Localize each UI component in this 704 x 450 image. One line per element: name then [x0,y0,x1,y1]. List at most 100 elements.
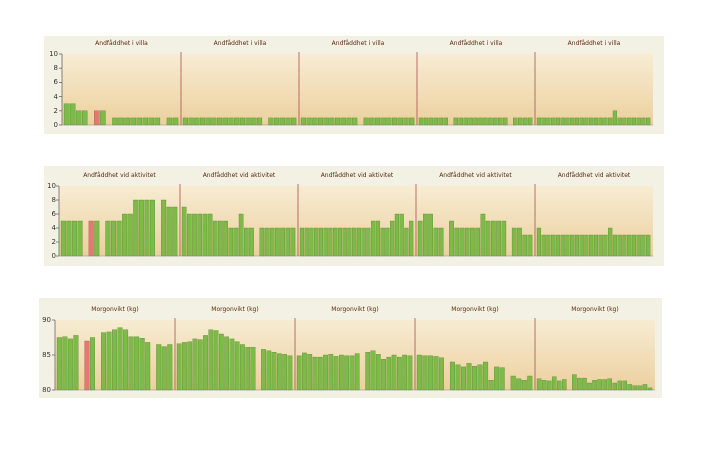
panel-title: Morgonvikt (kg) [331,306,379,313]
bar [627,384,633,391]
bar [416,354,422,391]
bar [438,357,444,391]
bar [287,355,293,391]
bar [488,380,494,391]
bar [642,384,648,391]
bar [375,354,381,391]
bar [582,377,587,391]
panel-title: Andfåddhet vid aktivitet [439,172,512,179]
bar [397,356,402,391]
y-tick-label: 90 [42,316,51,324]
plot-area [62,54,181,125]
bar [391,354,397,391]
plot-area [181,54,299,125]
bar [577,377,582,391]
y-tick-label: 8 [51,196,56,204]
y-tick-label: 0 [51,252,56,260]
y-tick-label: 4 [51,224,56,232]
bar [277,353,282,391]
bar [101,332,106,391]
bar [622,380,628,391]
bar [449,361,455,391]
bar [145,342,151,391]
bar [536,378,542,391]
bar [307,354,313,391]
bar [381,359,386,391]
bar [637,385,643,391]
bar [333,356,339,391]
y-tick-label: 0 [53,121,58,129]
bar [339,354,344,391]
bar [56,337,62,391]
bar [499,367,505,391]
bar [541,380,547,391]
bar [234,341,240,391]
bar [197,339,203,391]
bar [597,379,602,391]
bar-highlighted [84,340,90,391]
bar [156,344,162,391]
y-tick-label: 6 [51,210,56,218]
y-tick-label: 10 [47,182,56,190]
bar [433,356,439,391]
bar [117,327,123,391]
bar [551,376,557,391]
panel-title: Andfåddhet vid aktivitet [557,172,631,179]
bar [483,361,489,391]
bar [128,336,134,391]
bar [349,355,355,391]
bar [176,343,182,391]
bar [62,336,68,391]
bar [302,352,307,391]
bar [161,346,167,391]
bar [365,352,371,391]
bar [527,375,533,391]
bar [521,380,527,391]
bar [344,355,349,391]
bar [182,342,187,391]
bar [192,338,198,391]
bar [386,356,392,391]
bar [587,382,592,391]
bar [213,330,219,391]
plot-area [417,54,535,125]
bar [602,379,607,391]
y-tick-label: 2 [53,106,58,115]
bar [572,374,577,391]
bar [477,364,483,391]
bar [224,336,229,391]
bar [261,349,266,391]
bar [461,366,466,391]
y-tick-label: 10 [49,50,58,58]
bar [282,354,287,391]
bar [422,355,428,391]
bar [632,385,638,391]
panel-title: Andfåddhet i villa [95,40,148,47]
bar [296,355,302,391]
plot-area [299,54,417,125]
bar [407,355,413,391]
bar [455,364,461,391]
bar [167,344,173,391]
bar [106,331,112,391]
bar [494,366,500,391]
bar [187,341,193,391]
panel-title: Morgonvikt (kg) [211,306,259,313]
bar [123,329,129,391]
panel-title: Andfåddhet i villa [449,40,503,47]
bar [67,338,73,391]
panel-title: Andfåddhet i villa [213,40,267,47]
bar [112,329,118,391]
bar [617,380,623,391]
bar [612,382,617,391]
bar [647,387,653,391]
bar [516,378,522,391]
bar [139,338,145,391]
bar [402,354,407,391]
bar [354,353,360,391]
bar [592,380,597,391]
panel-title: Morgonvikt (kg) [571,306,619,313]
panel-title: Andfåddhet i villa [331,40,385,47]
bar [312,356,318,391]
